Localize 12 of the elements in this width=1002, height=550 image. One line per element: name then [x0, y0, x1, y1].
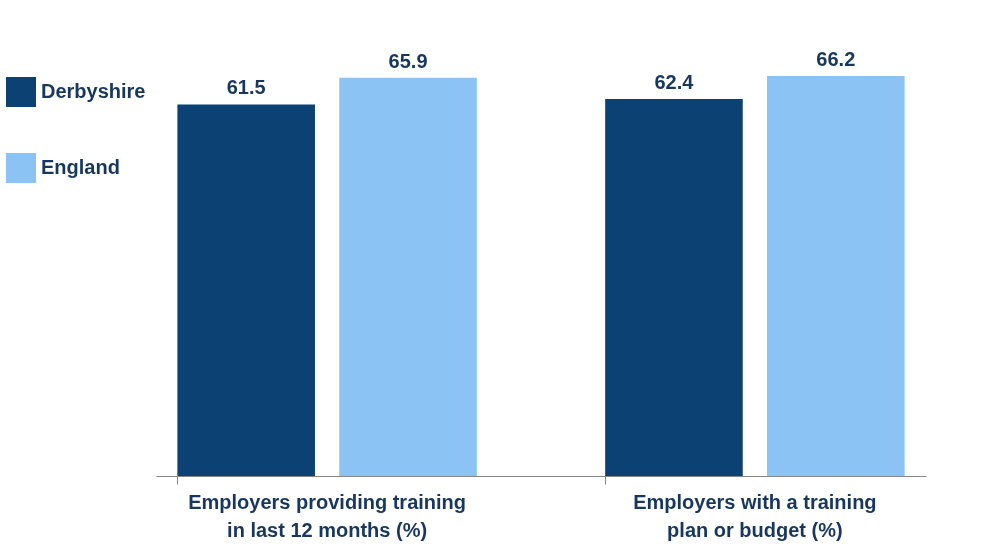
x-tick-label: Employers with a training plan or budget (%): [633, 490, 877, 541]
data-label: 65.9: [388, 49, 428, 72]
data-label: 61.5: [226, 76, 266, 99]
bar: [339, 77, 477, 476]
data-label: 62.4: [654, 70, 695, 93]
data-label: 66.2: [816, 48, 856, 70]
bar: [177, 104, 315, 476]
x-tick-label: Employers providing training in last 12 months (%): [188, 490, 467, 541]
legend-label: England: [41, 156, 120, 178]
bar: [605, 98, 743, 476]
legend-label: Derbyshire: [41, 80, 146, 102]
bar: [767, 76, 905, 476]
